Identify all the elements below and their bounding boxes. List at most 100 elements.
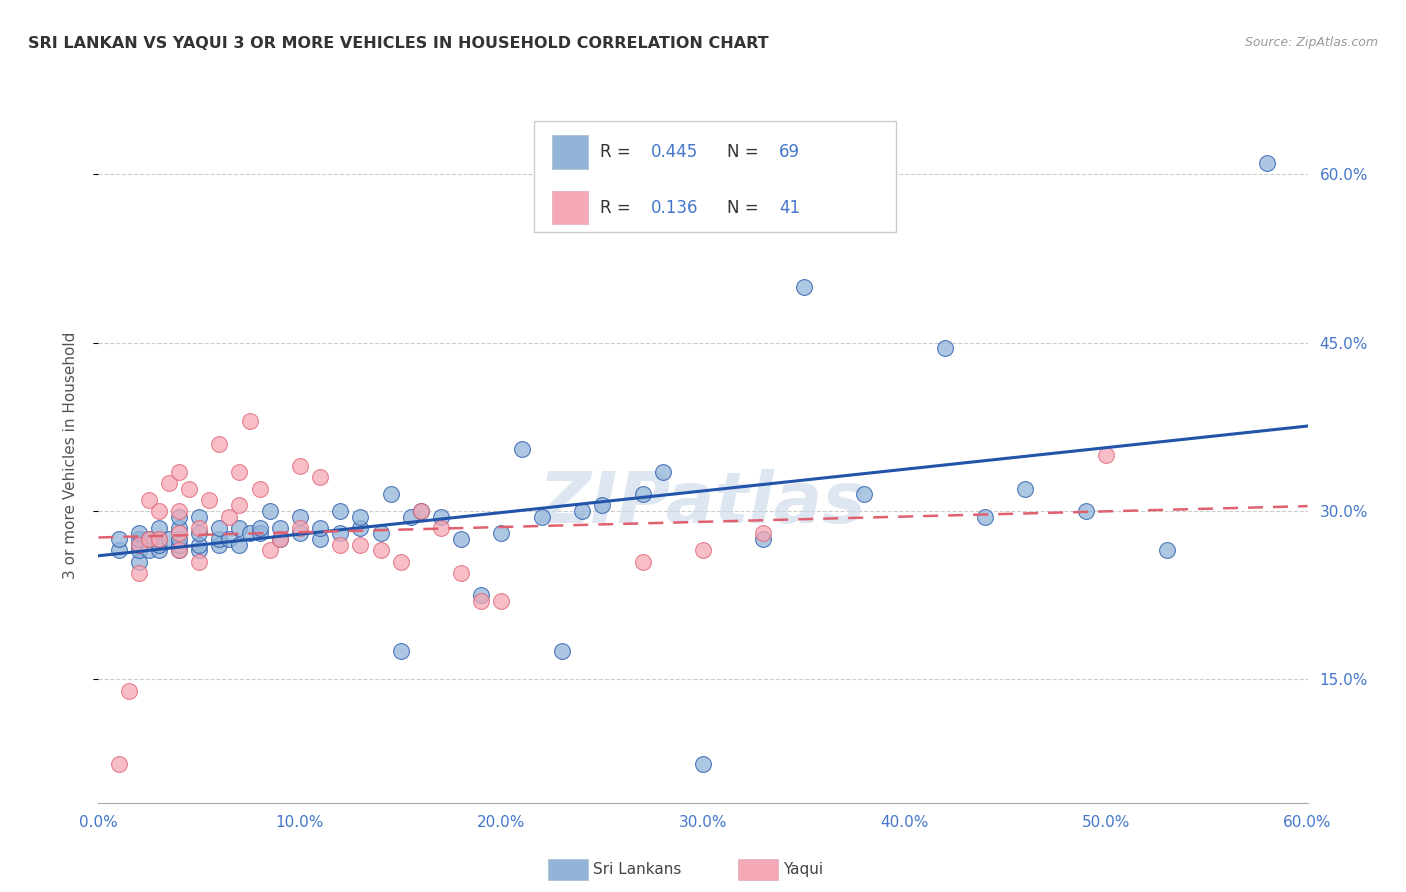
Point (167, 465, 190, 479)
Point (249, 526, 271, 541)
Point (259, 504, 281, 518)
Point (208, 538, 231, 552)
Point (107, 532, 129, 546)
Point (239, 414, 262, 428)
Point (491, 594, 513, 608)
Point (309, 470, 332, 484)
Point (370, 526, 392, 541)
Point (1014, 482, 1036, 496)
Point (309, 532, 332, 546)
Point (179, 482, 201, 496)
Point (198, 492, 221, 507)
Point (692, 756, 714, 771)
Point (138, 532, 160, 546)
Point (1256, 156, 1278, 170)
Text: N =: N = (727, 143, 763, 161)
Point (450, 532, 472, 546)
Point (591, 499, 613, 513)
Point (934, 341, 956, 355)
Point (218, 532, 240, 546)
Point (128, 532, 150, 546)
Point (138, 543, 160, 558)
Point (128, 538, 150, 552)
Point (329, 538, 352, 552)
Point (530, 509, 553, 524)
Text: ZIPatlas: ZIPatlas (540, 469, 866, 538)
Bar (551, 191, 588, 225)
Point (1074, 504, 1097, 518)
Point (138, 492, 160, 507)
Point (188, 526, 211, 541)
Point (752, 532, 775, 546)
Point (491, 526, 513, 541)
Point (208, 436, 231, 450)
Point (167, 526, 190, 541)
Point (188, 538, 211, 552)
Point (148, 538, 170, 552)
Point (329, 504, 352, 518)
Text: R =: R = (600, 143, 637, 161)
Point (389, 555, 412, 569)
Point (228, 465, 250, 479)
Point (853, 487, 876, 501)
Point (1156, 543, 1178, 558)
Point (218, 509, 240, 524)
Point (430, 509, 453, 524)
Point (208, 521, 231, 535)
Point (651, 465, 673, 479)
Point (259, 543, 281, 558)
Point (107, 756, 129, 771)
Point (409, 504, 432, 518)
Point (188, 543, 211, 558)
Point (228, 521, 250, 535)
Text: 41: 41 (779, 199, 800, 217)
Point (239, 526, 262, 541)
Point (167, 504, 190, 518)
Point (167, 532, 190, 546)
Point (167, 543, 190, 558)
Point (228, 538, 250, 552)
Point (128, 555, 150, 569)
Text: 0.136: 0.136 (651, 199, 699, 217)
Text: SRI LANKAN VS YAQUI 3 OR MORE VEHICLES IN HOUSEHOLD CORRELATION CHART: SRI LANKAN VS YAQUI 3 OR MORE VEHICLES I… (28, 36, 769, 51)
Point (148, 543, 170, 558)
Point (288, 521, 311, 535)
Point (128, 566, 150, 580)
Point (409, 504, 432, 518)
Point (148, 532, 170, 546)
Point (470, 594, 492, 608)
Point (380, 487, 402, 501)
Point (157, 475, 180, 490)
Point (288, 459, 311, 474)
Text: 0.445: 0.445 (651, 143, 699, 161)
Point (167, 543, 190, 558)
Point (389, 644, 412, 658)
Point (510, 442, 533, 457)
Text: 69: 69 (779, 143, 800, 161)
Point (470, 588, 492, 602)
Point (450, 566, 472, 580)
Point (188, 521, 211, 535)
Point (208, 532, 231, 546)
Text: Yaqui: Yaqui (783, 863, 824, 877)
Point (249, 482, 271, 496)
Point (188, 509, 211, 524)
Point (148, 504, 170, 518)
Point (107, 543, 129, 558)
Point (793, 279, 815, 293)
Point (128, 543, 150, 558)
Point (288, 509, 311, 524)
Point (128, 526, 150, 541)
Point (269, 532, 291, 546)
Point (370, 543, 392, 558)
Point (309, 521, 332, 535)
Point (269, 521, 291, 535)
Point (138, 532, 160, 546)
Point (148, 532, 170, 546)
Point (349, 521, 371, 535)
Text: R =: R = (600, 199, 637, 217)
Point (148, 521, 170, 535)
Point (349, 538, 371, 552)
Point (128, 538, 150, 552)
Point (167, 509, 190, 524)
